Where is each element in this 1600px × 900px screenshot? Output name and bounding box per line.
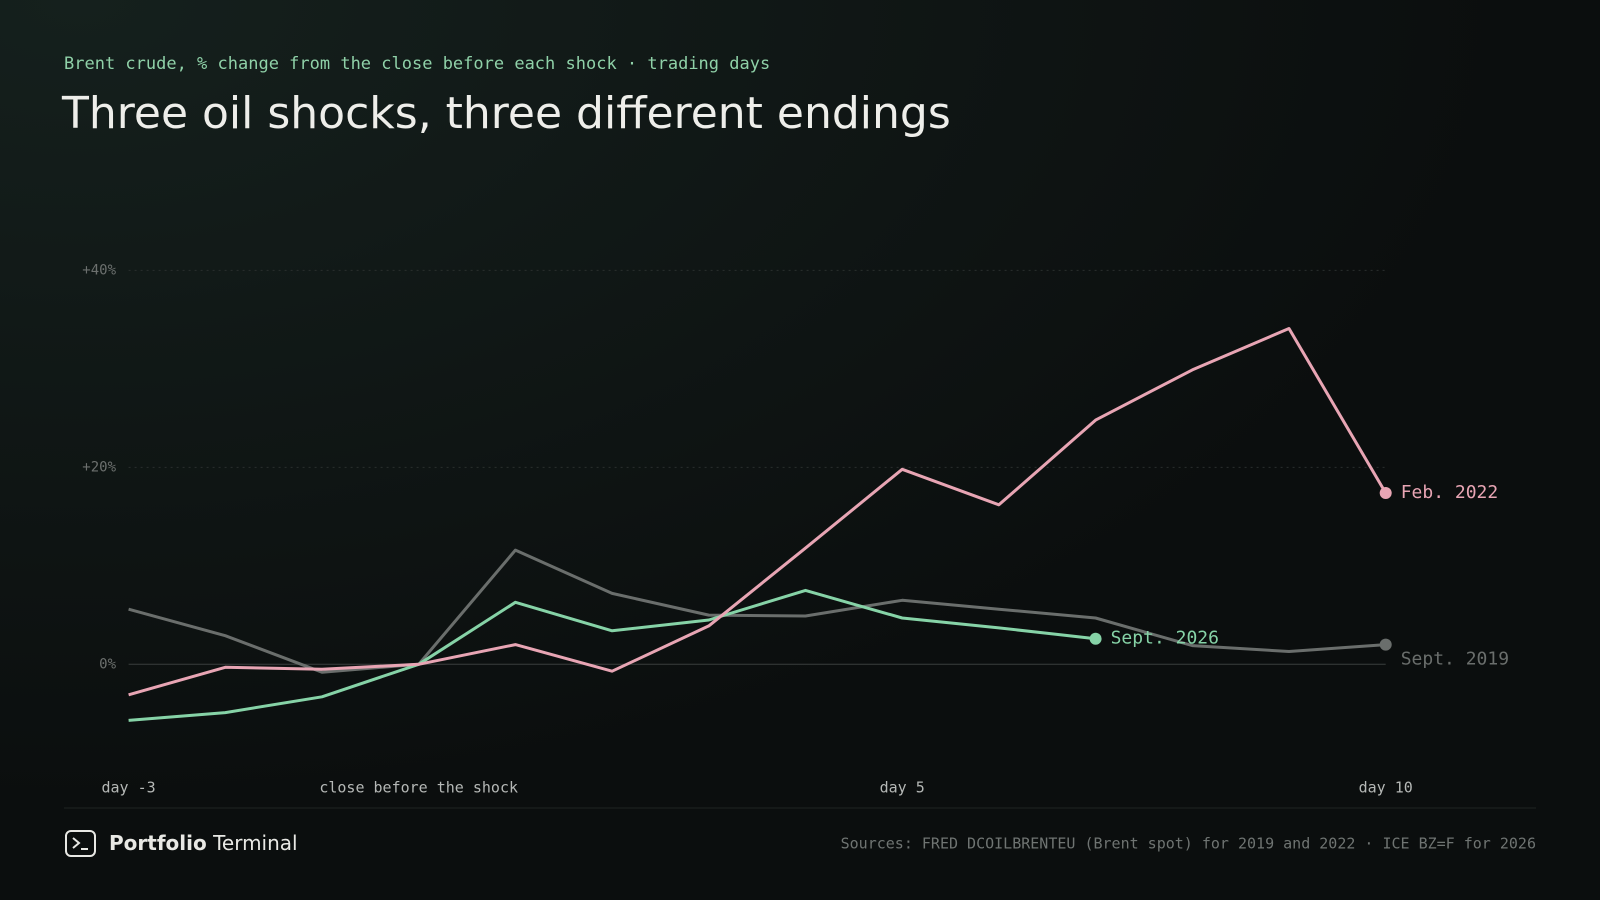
y-tick-label: 0%: [99, 656, 116, 672]
series-label: Feb. 2022: [1401, 482, 1499, 503]
series-line: [128, 327, 1387, 697]
y-tick-label: +20%: [82, 459, 116, 475]
x-tick-label: day 5: [880, 779, 925, 797]
series-label: Sept. 2026: [1111, 628, 1219, 649]
series-line: [128, 548, 1386, 674]
series-line: [128, 588, 1096, 722]
chart-subtitle: Brent crude, % change from the close bef…: [64, 54, 770, 74]
end-point: [1379, 638, 1392, 651]
brand: Portfolio Terminal: [109, 831, 298, 855]
brand-regular: Terminal: [212, 831, 298, 855]
x-tick-label: close before the shock: [319, 779, 518, 797]
end-point: [1379, 486, 1392, 499]
end-point: [1089, 632, 1102, 645]
y-tick-label: +40%: [82, 262, 116, 278]
brand-bold: Portfolio: [109, 831, 207, 855]
source-note: Sources: FRED DCOILBRENTEU (Brent spot) …: [841, 835, 1536, 853]
brand-icon: [65, 830, 96, 857]
x-tick-label: day 10: [1359, 779, 1413, 797]
x-tick-label: day -3: [102, 779, 156, 797]
series-label: Sept. 2019: [1401, 649, 1509, 670]
chart-title: Three oil shocks, three different ending…: [61, 88, 951, 139]
